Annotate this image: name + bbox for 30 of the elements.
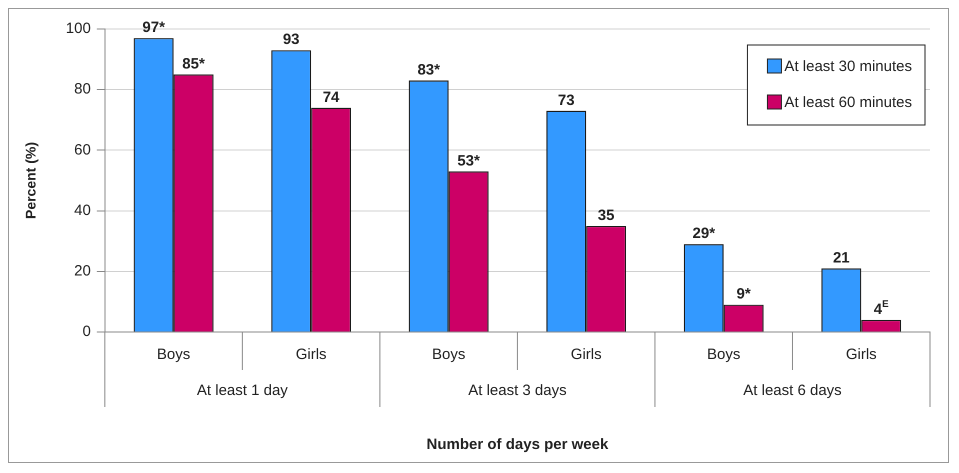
y-tick-label: 80 <box>74 80 91 98</box>
x-tick-label: Girls <box>296 346 327 364</box>
text: At least 3 days <box>468 382 567 399</box>
legend-label: At least 30 minutes <box>784 58 912 76</box>
data-label: 29* <box>692 225 716 242</box>
x-axis-title: Number of days per week <box>426 436 609 454</box>
x-tick-label: Boys <box>432 346 466 364</box>
data-label: 97* <box>142 19 166 36</box>
data-label: 93 <box>282 31 300 48</box>
text: At least 6 days <box>743 382 842 399</box>
data-label: 21 <box>832 249 850 266</box>
data-label: 53* <box>457 152 480 170</box>
x-tick-label: Girls <box>846 346 877 364</box>
x-tick-label: Boys <box>156 346 190 364</box>
x-tick-label: Girls <box>570 346 602 364</box>
data-label: 9* <box>736 286 751 303</box>
y-tick-label: 40 <box>74 202 91 219</box>
data-label: 85* <box>182 55 205 72</box>
y-tick-label: 100 <box>66 20 91 38</box>
x-tick-label: Boys <box>707 346 740 364</box>
text: At least 1 day <box>196 382 288 399</box>
legend-label: At least 60 minutes <box>784 94 912 112</box>
y-tick-label: 0 <box>82 323 91 340</box>
y-tick-label: 60 <box>74 141 91 158</box>
data-label: 74 <box>322 88 340 106</box>
data-label: 83* <box>417 62 440 79</box>
y-axis-title: Percent (%) <box>22 142 38 220</box>
y-tick-label: 20 <box>74 262 91 280</box>
data-label: 35 <box>598 206 614 224</box>
data-label: 73 <box>558 92 575 109</box>
